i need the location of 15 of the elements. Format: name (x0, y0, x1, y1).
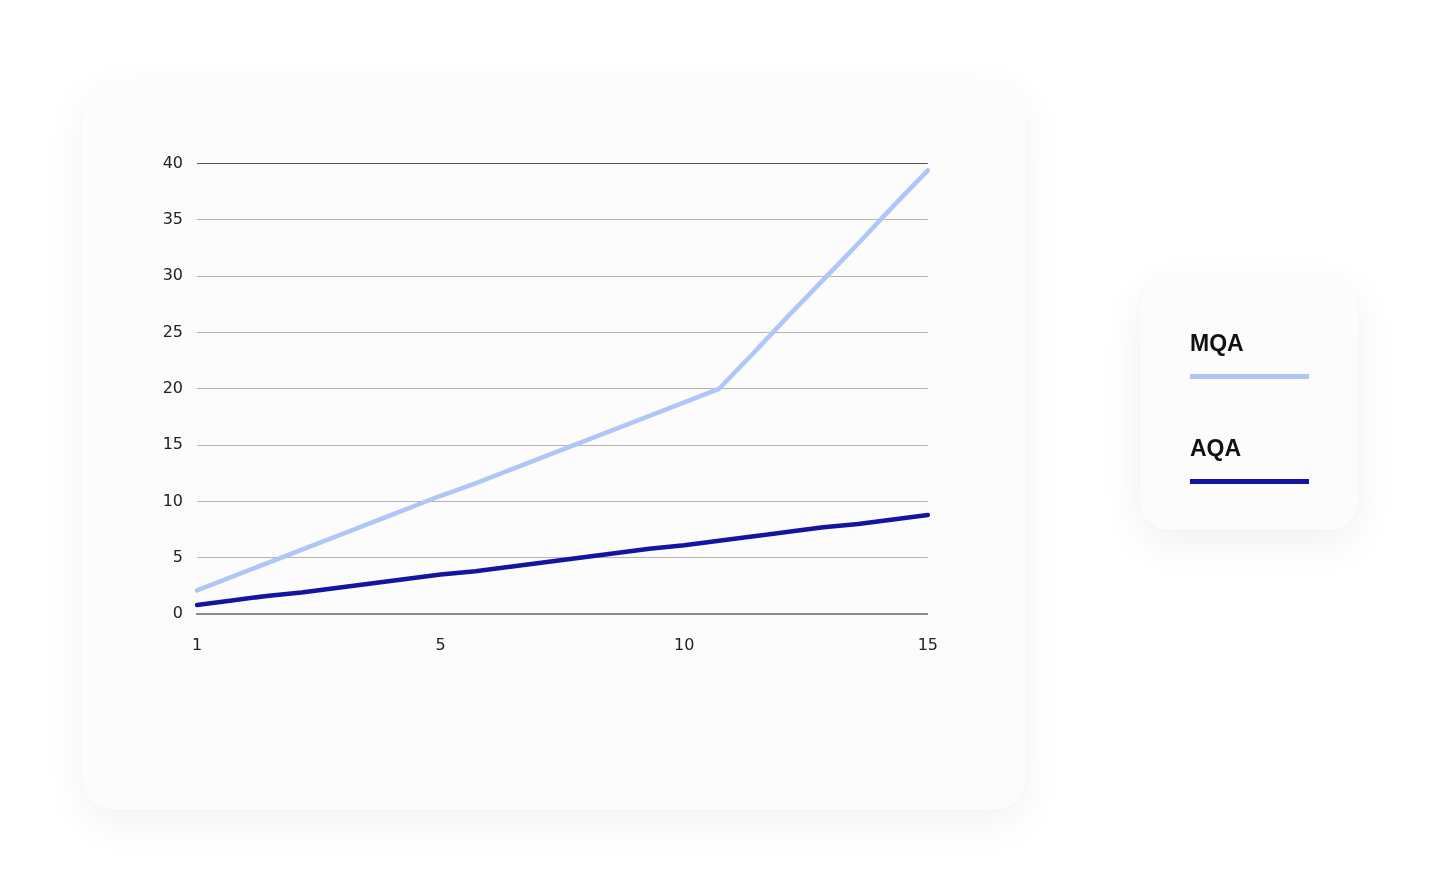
y-tick-label: 35 (162, 209, 183, 229)
y-tick-label: 0 (172, 603, 183, 623)
text: AQA (1190, 435, 1243, 461)
x-tick-label: 5 (435, 634, 446, 654)
y-tick-label: 10 (162, 490, 183, 510)
x-tick-label: 10 (674, 634, 695, 654)
y-tick-label: 25 (162, 321, 183, 341)
y-tick-label: 15 (162, 434, 183, 454)
x-tick-label: 1 (191, 634, 203, 654)
y-tick-label: 20 (162, 377, 183, 397)
x-tick-label: 15 (917, 634, 938, 654)
text: MQA (1190, 330, 1245, 356)
y-tick-label: 40 (162, 152, 183, 172)
y-tick-label: 30 (162, 265, 183, 285)
y-tick-label: 5 (172, 546, 183, 566)
